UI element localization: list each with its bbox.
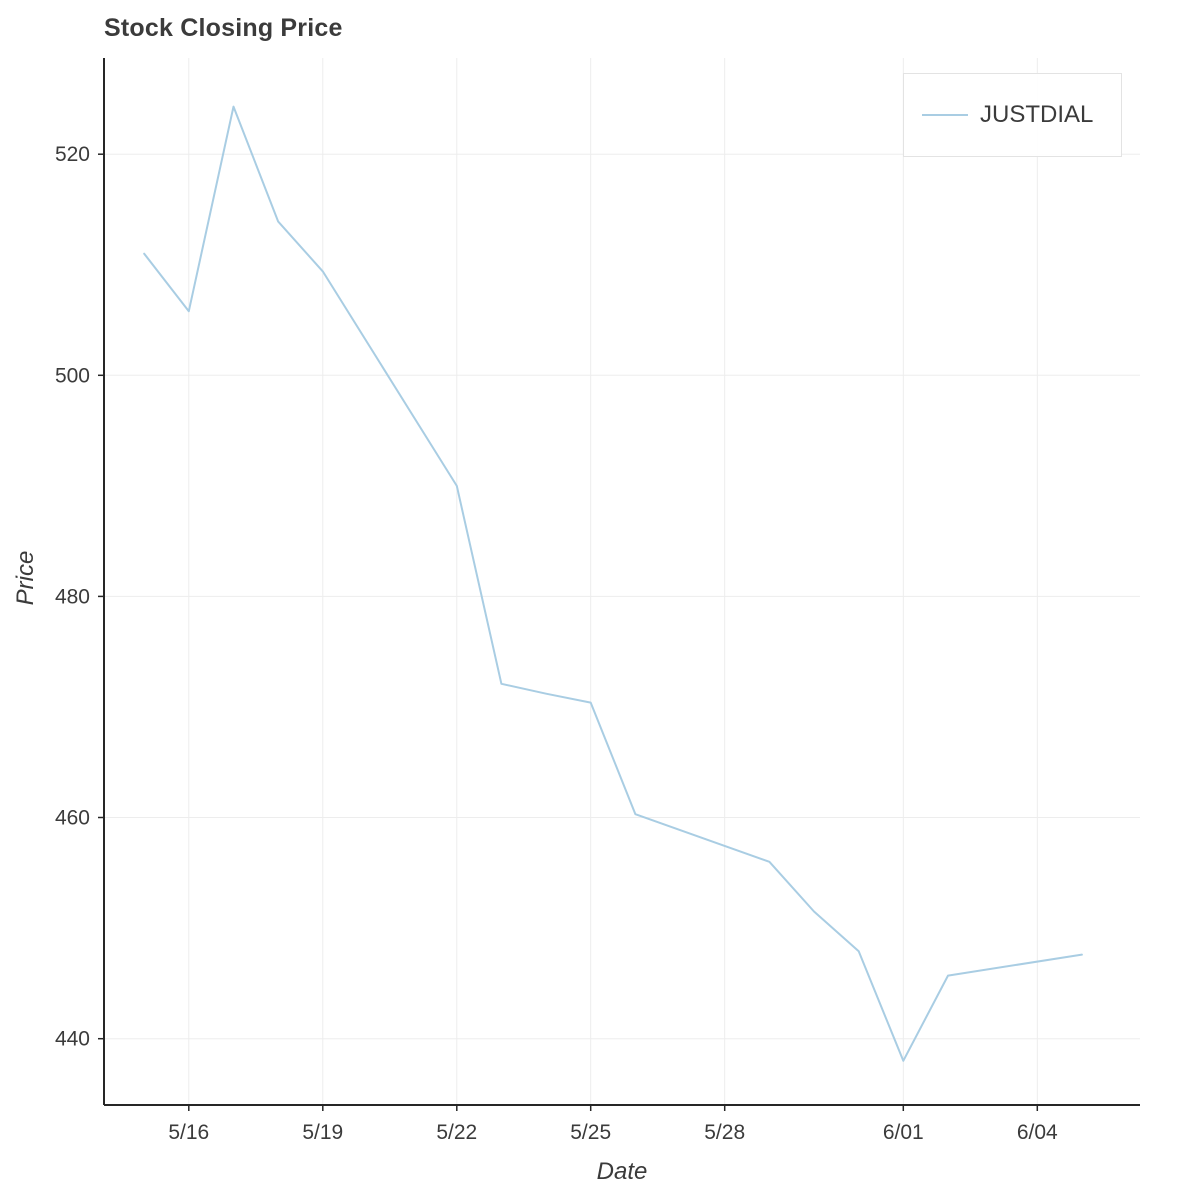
chart-title: Stock Closing Price (104, 14, 343, 42)
legend[interactable]: JUSTDIAL (903, 73, 1122, 157)
y-tick-label: 460 (55, 807, 90, 830)
x-tick-label: 6/04 (1017, 1121, 1058, 1144)
x-tick-label: 5/28 (704, 1121, 745, 1144)
x-axis-title: Date (596, 1158, 648, 1185)
legend-line-sample-icon (922, 114, 968, 116)
x-tick-label: 5/16 (168, 1121, 209, 1144)
justdial-price-line (143, 105, 1083, 1062)
x-tick-label: 5/22 (436, 1121, 477, 1144)
y-tick-label: 480 (55, 585, 90, 608)
legend-label: JUSTDIAL (980, 101, 1094, 128)
y-tick-label: 520 (55, 143, 90, 166)
x-tick-label: 5/25 (570, 1121, 611, 1144)
y-tick-label: 440 (55, 1028, 90, 1051)
y-tick-label: 500 (55, 364, 90, 387)
y-axis-title: Price (12, 550, 39, 606)
x-tick-label: 6/01 (883, 1121, 924, 1144)
x-tick-label: 5/19 (302, 1121, 343, 1144)
